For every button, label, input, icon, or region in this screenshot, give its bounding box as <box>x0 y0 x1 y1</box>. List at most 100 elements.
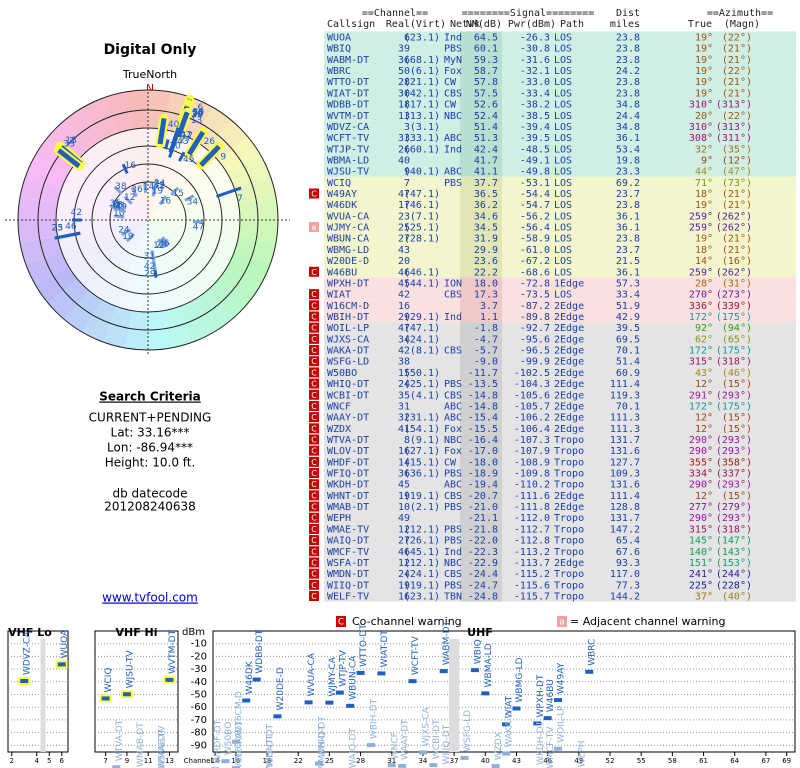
table-cell: 111.3 <box>610 424 640 435</box>
table-cell: WDBB-DT <box>327 100 369 111</box>
bar-callsign: WBUN-CA <box>349 655 359 700</box>
table-cell: 19° <box>695 66 713 77</box>
signal-shade <box>460 433 502 446</box>
table-cell: Ind <box>444 312 462 323</box>
table-cell: 12° <box>695 424 713 435</box>
table-cell: (9.1) <box>410 435 440 446</box>
table-cell: 34.8 <box>616 122 640 133</box>
signal-bar <box>439 669 448 674</box>
signal-bar <box>429 763 438 768</box>
table-cell: -49.8 <box>520 167 550 178</box>
table-cell: (44.1) <box>404 278 440 289</box>
warning-box <box>309 434 319 445</box>
table-cell: (262°) <box>716 223 752 234</box>
table-cell: (12°) <box>722 155 752 166</box>
signal-bar <box>554 698 563 703</box>
table-cell: 2Edge <box>554 312 584 323</box>
table-cell: (153°) <box>716 558 752 569</box>
signal-shade <box>460 266 502 278</box>
table-cell: 64.5 <box>474 33 498 44</box>
x-tick-label: 13 <box>165 757 174 765</box>
table-cell: -13.5 <box>468 379 498 390</box>
table-cell: 36.1 <box>616 223 640 234</box>
x-axis-label: Channel <box>184 757 213 765</box>
table-cell: -20.7 <box>468 491 498 502</box>
signal-bar <box>252 677 261 682</box>
table-cell: (21.1) <box>404 77 440 88</box>
table-cell: 19° <box>695 234 713 245</box>
station-bar <box>152 260 157 271</box>
table-cell: 57.8 <box>474 77 498 88</box>
table-cell: Ind <box>444 33 462 44</box>
table-cell: (31°) <box>722 278 752 289</box>
table-cell: -54.4 <box>520 189 550 200</box>
bar-callsign: WPXH-DT <box>536 674 546 717</box>
table-cell: 19 <box>398 580 410 591</box>
table-cell: 62° <box>695 334 713 345</box>
signal-bar <box>512 706 521 711</box>
signal-shade <box>460 165 502 177</box>
table-cell: 24.2 <box>616 66 640 77</box>
y-tick-label: -90 <box>191 740 207 751</box>
table-cell: 60.1 <box>474 44 498 55</box>
signal-shade <box>460 478 502 490</box>
adj-legend-box <box>557 616 567 627</box>
column-header: miles <box>610 19 640 30</box>
station-channel: 40 <box>168 120 180 130</box>
table-cell: 65.4 <box>616 536 640 547</box>
table-cell: WMCF-TV <box>327 547 369 558</box>
table-cell: (293°) <box>716 480 752 491</box>
table-cell: 40 <box>398 155 410 166</box>
table-cell: 67.6 <box>616 547 640 558</box>
table-cell: WHNT-DT <box>327 491 369 502</box>
signal-shade <box>460 333 502 345</box>
signal-bar <box>543 716 552 721</box>
warning-mark: C <box>311 547 317 556</box>
site-link[interactable]: www.tvfool.com <box>102 591 198 605</box>
station-channel: 16 <box>125 161 137 171</box>
table-cell: 19.8 <box>616 155 640 166</box>
table-cell: 241° <box>689 569 713 580</box>
warning-mark: C <box>311 592 317 601</box>
table-cell: MyN <box>444 55 462 66</box>
signal-shade <box>460 243 502 256</box>
table-cell: 145° <box>689 536 713 547</box>
table-cell: (23.1) <box>404 33 440 44</box>
table-cell: 131.7 <box>610 435 640 446</box>
signal-shade <box>460 377 502 390</box>
table-cell: (19.1) <box>404 491 440 502</box>
table-cell: 26 <box>398 144 410 155</box>
table-cell: 92° <box>695 323 713 334</box>
table-cell: -56.4 <box>520 223 550 234</box>
table-cell: CW <box>444 77 457 88</box>
x-tick-label: 34 <box>418 757 427 765</box>
station-channel: 8 <box>114 200 120 210</box>
signal-shade <box>460 187 502 200</box>
table-cell: 29 <box>398 312 410 323</box>
signal-bar <box>585 669 594 674</box>
column-header: True <box>688 19 712 30</box>
warning-box <box>309 445 319 456</box>
table-cell: 2Edge <box>554 379 584 390</box>
table-cell: 2Edge <box>554 502 584 513</box>
row-bg <box>324 568 796 580</box>
table-cell: PBS <box>444 536 462 547</box>
table-cell: (293°) <box>716 446 752 457</box>
station-bar <box>115 207 127 214</box>
table-cell: 20° <box>695 111 713 122</box>
signal-shade <box>460 500 502 513</box>
table-cell: 19° <box>695 33 713 44</box>
bar-callsign: WHNT-DT <box>266 723 276 766</box>
table-cell: Tropo <box>554 524 584 535</box>
table-cell: 336° <box>689 301 713 312</box>
table-cell: 131.7 <box>610 513 640 524</box>
table-cell: Tropo <box>554 580 584 591</box>
signal-bar <box>346 703 355 708</box>
bar-callsign: WJMY-CA <box>328 656 338 696</box>
table-cell: LOS <box>554 167 572 178</box>
table-cell: 19 <box>398 491 410 502</box>
table-cell: -106.2 <box>514 413 550 424</box>
table-cell: 58.7 <box>474 66 498 77</box>
table-cell: 19° <box>695 77 713 88</box>
row-bg <box>324 400 796 412</box>
